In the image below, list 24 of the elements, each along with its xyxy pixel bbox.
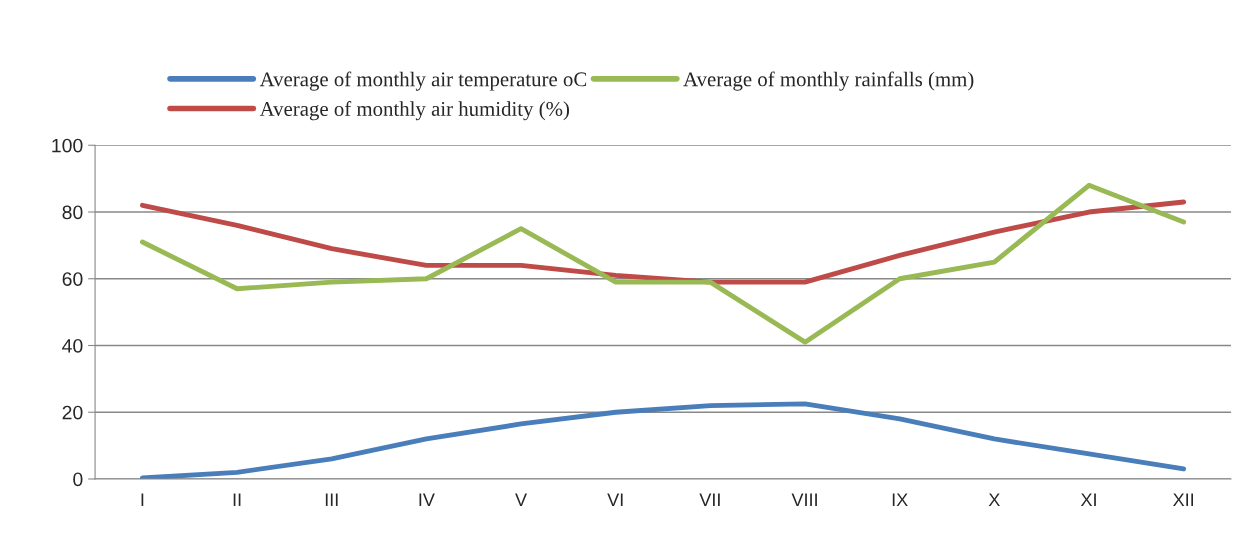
x-tick-label: II: [233, 493, 241, 506]
x-tick-label: X: [988, 493, 1000, 506]
x-tick-label: IV: [419, 493, 435, 506]
y-tick-label: 0: [73, 472, 83, 487]
x-tick-label: XII: [1173, 493, 1194, 506]
y-tick-label: 80: [62, 205, 83, 220]
y-tick-label: 60: [62, 272, 83, 286]
y-tick-label: 40: [62, 338, 83, 353]
legend-label: Average of monthly rainfalls (mm): [683, 71, 974, 91]
line-series: [139, 401, 1187, 479]
x-tick-label: VI: [607, 493, 623, 506]
x-tick-label: XI: [1080, 493, 1096, 506]
x-tick-label: I: [141, 493, 144, 506]
y-tick-label: 20: [62, 405, 83, 420]
x-tick-label: IX: [892, 493, 908, 506]
legend-label: Average of monthly air temperature oC: [259, 71, 587, 91]
x-tick-label: VIII: [791, 493, 817, 506]
line-series: [139, 182, 1187, 345]
legend-label: Average of monthly air humidity (%): [259, 101, 570, 121]
x-tick-label: V: [515, 493, 527, 506]
line-series: [139, 199, 1187, 285]
x-tick-label: VII: [699, 493, 720, 506]
x-tick-label: III: [325, 493, 338, 506]
y-tick-label: 100: [52, 138, 83, 153]
